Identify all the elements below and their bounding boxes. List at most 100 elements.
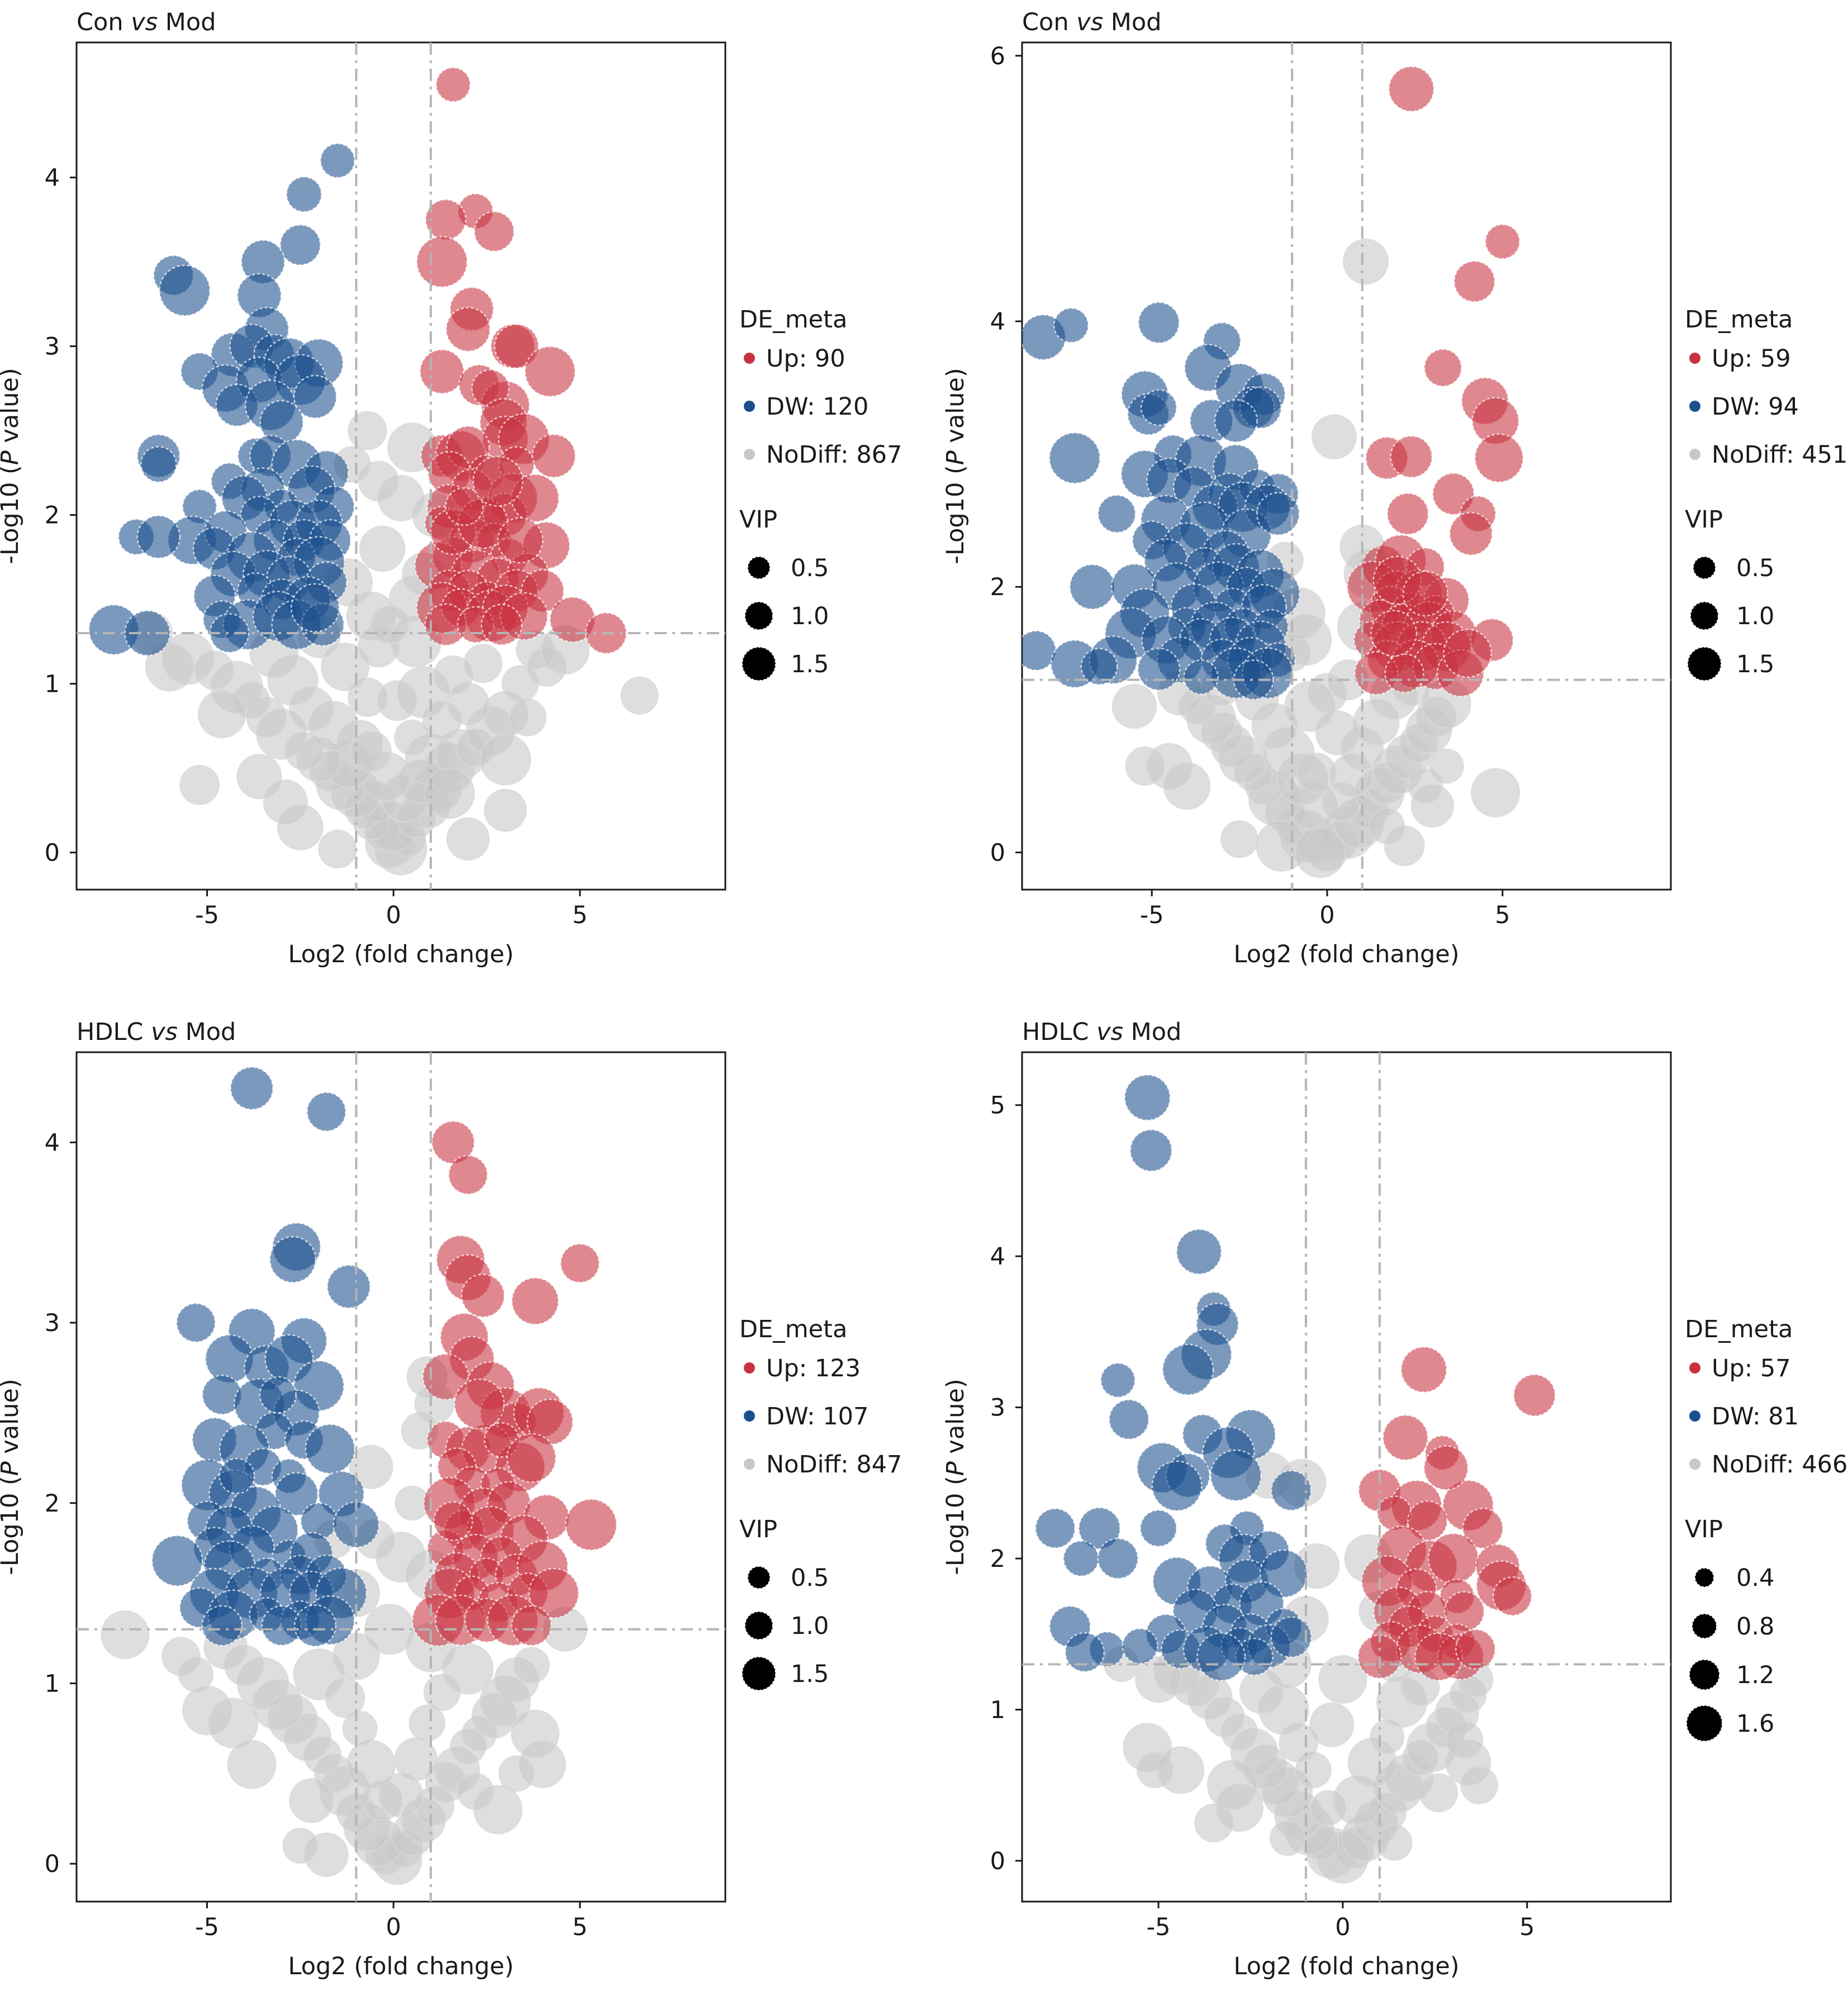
point-nodiff [395, 1485, 430, 1521]
point-nodiff [1312, 414, 1357, 460]
point-up [1370, 610, 1418, 657]
chart-title: Con vs Mod [1022, 8, 1162, 36]
point-dw [1069, 564, 1115, 610]
point-nodiff [424, 768, 475, 819]
x-tick-label: 5 [1519, 1913, 1535, 1941]
point-dw [1139, 1509, 1177, 1547]
point-dw [1124, 1074, 1171, 1121]
point-dw [1034, 1508, 1076, 1549]
point-nodiff [1428, 748, 1464, 784]
legend-marker [1689, 449, 1700, 460]
point-dw [230, 1066, 274, 1110]
point-dw [1022, 630, 1057, 671]
point-nodiff [1111, 683, 1157, 729]
point-dw [1080, 648, 1118, 686]
point-up [445, 307, 491, 352]
point-up [1443, 629, 1492, 678]
y-tick-label: 4 [990, 1243, 1005, 1271]
chart-title: HDLC vs Mod [1022, 1018, 1181, 1046]
point-dw [305, 1423, 355, 1475]
point-dw [1162, 1343, 1214, 1396]
series-up [1346, 65, 1524, 697]
legend-marker [1689, 1410, 1700, 1422]
point-up [1462, 1508, 1504, 1549]
point-nodiff [1206, 1760, 1258, 1811]
point-up [1492, 1576, 1532, 1617]
size-legend-label: 1.5 [791, 1660, 829, 1688]
point-up [1376, 1495, 1412, 1531]
point-up [511, 473, 560, 522]
legend-label: Up: 123 [766, 1355, 861, 1382]
point-dw [1097, 494, 1137, 534]
plot-frame [1021, 1051, 1672, 1903]
point-nodiff [1220, 820, 1259, 858]
y-tick-label: 2 [45, 1490, 60, 1518]
point-up [1449, 511, 1493, 556]
point-dw [236, 273, 282, 319]
chart-panel-2: Con vs Mod -5 0 5 0 2 4 6 Log2 (fold change) -Log… [942, 8, 1847, 968]
y-tick-label: 6 [990, 42, 1005, 70]
y-axis-label: -Log10 (P value) [0, 1379, 24, 1575]
point-nodiff [1470, 768, 1521, 818]
size-legend-marker [1687, 647, 1722, 681]
point-nodiff [394, 1737, 438, 1781]
legend-marker [744, 353, 755, 364]
point-up [460, 1274, 505, 1318]
point-dw [240, 239, 286, 284]
point-dw [1129, 1129, 1173, 1172]
point-nodiff [620, 676, 659, 715]
point-nodiff [446, 817, 490, 861]
size-legend-label: 1.2 [1736, 1661, 1774, 1689]
point-nodiff [513, 1647, 550, 1684]
point-up [419, 349, 465, 395]
point-dw [1100, 1362, 1136, 1398]
point-up [481, 604, 522, 646]
legend-marker [744, 1458, 755, 1470]
x-tick-label: 0 [386, 901, 401, 929]
point-nodiff [511, 1709, 560, 1759]
size-legend-label: 1.0 [1736, 602, 1774, 630]
point-nodiff [348, 411, 387, 450]
point-nodiff [1135, 1656, 1182, 1703]
point-dw [286, 176, 322, 213]
point-nodiff [342, 1710, 378, 1746]
y-tick-label: 2 [45, 502, 60, 530]
size-legend-label: 1.0 [791, 1612, 829, 1640]
legend-label: Up: 57 [1712, 1355, 1791, 1382]
point-dw [306, 1091, 346, 1132]
point-nodiff [1294, 826, 1346, 878]
series-nodiff [1104, 1452, 1499, 1884]
size-legend-title: VIP [739, 1515, 777, 1543]
legend-title: DE_meta [739, 1315, 847, 1343]
series-dw [1022, 301, 1300, 701]
point-dw [1048, 432, 1101, 484]
legend-marker [1689, 401, 1700, 412]
legend-title: DE_meta [739, 306, 847, 334]
legend-title: DE_meta [1685, 1315, 1793, 1343]
point-nodiff [394, 719, 430, 756]
point-up [531, 434, 576, 478]
legend: DE_meta Up: 90 DW: 120 NoDiff: 867 VIP 0.5 1.0… [739, 306, 902, 681]
point-nodiff [498, 1755, 535, 1792]
point-nodiff [227, 1740, 277, 1789]
size-legend-label: 1.6 [1736, 1710, 1774, 1738]
size-legend-title: VIP [739, 506, 777, 534]
size-legend-marker [1693, 556, 1716, 579]
chart-panel-3: HDLC vs Mod -5 0 5 0 1 2 3 4 Log2 (fold change) -L… [0, 1018, 902, 1980]
y-tick-label: 4 [45, 164, 60, 192]
y-tick-label: 1 [45, 1670, 60, 1698]
legend: DE_meta Up: 123 DW: 107 NoDiff: 847 VIP 0.5 1.… [739, 1315, 902, 1691]
x-tick-label: -5 [1140, 901, 1164, 929]
point-dw [259, 400, 304, 445]
chart-title: Con vs Mod [77, 8, 216, 36]
point-nodiff [1460, 1766, 1499, 1804]
y-tick-label: 0 [990, 1847, 1005, 1875]
point-dw [1140, 389, 1177, 426]
chart-panel-1: Con vs Mod -5 0 5 0 1 2 3 4 Log2 (fold change) -Lo… [0, 8, 902, 968]
point-up [524, 345, 576, 397]
y-tick-label: 2 [990, 573, 1005, 601]
legend-marker [744, 449, 755, 460]
point-up [497, 517, 544, 564]
point-nodiff [1269, 1820, 1305, 1856]
y-tick-label: 1 [990, 1697, 1005, 1724]
